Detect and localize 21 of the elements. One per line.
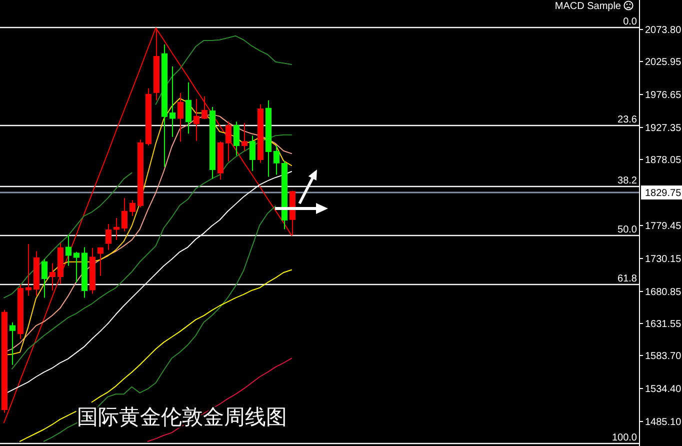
ref-line-label: 0.0 <box>623 16 637 28</box>
y-tick-label: 1976.65 <box>645 90 682 101</box>
ref-line-label: 38.2 <box>618 176 637 186</box>
y-tick-label: 1680.85 <box>645 287 682 298</box>
y-tick-label: 1779.45 <box>645 221 682 232</box>
ref-line-label: 1829.75 <box>641 186 682 200</box>
y-tick-label: 1485.10 <box>645 417 682 428</box>
y-tick-label: 1583.70 <box>645 351 682 362</box>
y-tick-label: 2073.80 <box>645 25 682 36</box>
y-tick-label: 1534.40 <box>645 384 682 395</box>
ref-line-label: 1829.75 <box>645 188 682 199</box>
ref-line-label: 100.0 <box>612 432 637 444</box>
ref-line-label: 61.8 <box>618 274 637 284</box>
y-tick-label: 2025.95 <box>645 57 682 68</box>
ref-line-label: 23.6 <box>618 114 637 126</box>
y-tick-label: 1730.15 <box>645 254 682 265</box>
y-tick-label: 1927.35 <box>645 123 682 134</box>
annotation: MACD Sample <box>554 1 621 12</box>
ref-line-label: 50.0 <box>618 224 637 236</box>
y-tick-label: 1878.05 <box>645 155 682 166</box>
y-tick-label: 1631.55 <box>645 319 682 330</box>
